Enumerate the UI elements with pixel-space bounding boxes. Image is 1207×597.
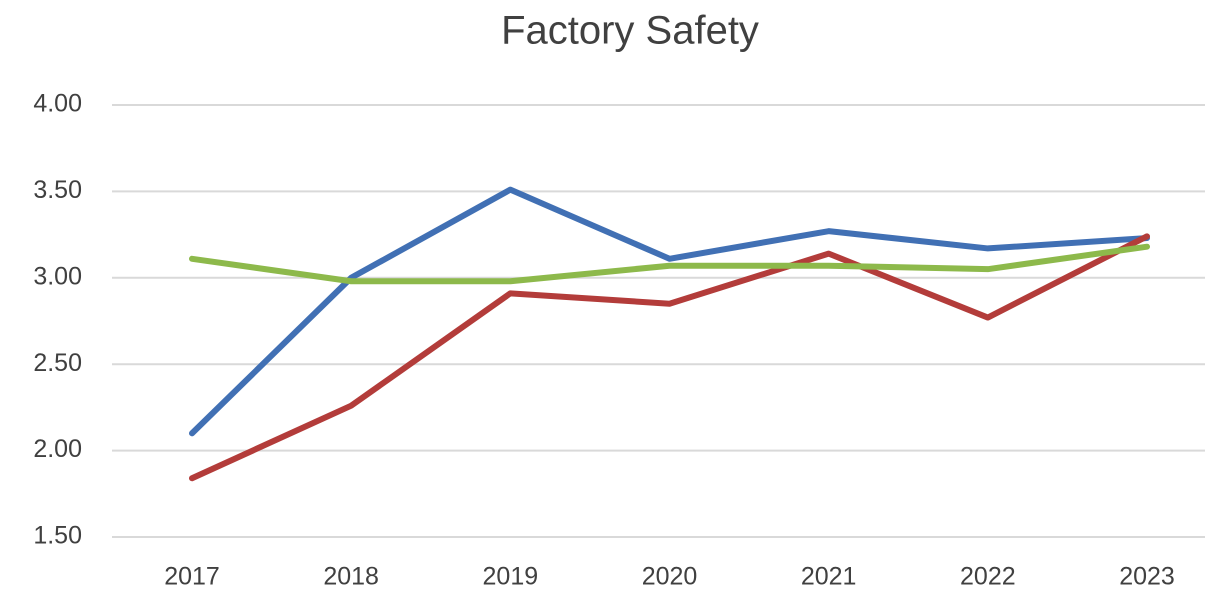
y-tick-label: 1.50: [33, 522, 82, 550]
x-tick-label: 2022: [960, 563, 1016, 591]
series-line: [189, 186, 1150, 437]
chart-title: Factory Safety: [501, 9, 759, 53]
x-tick-label: 2017: [164, 563, 220, 591]
y-tick-label: 4.00: [33, 90, 82, 118]
x-tick-label: 2019: [483, 563, 539, 591]
y-tick-label: 3.50: [33, 176, 82, 204]
x-tick-label: 2023: [1119, 563, 1175, 591]
x-tick-label: 2020: [642, 563, 698, 591]
series-line: [189, 233, 1150, 482]
y-tick-label: 2.00: [33, 435, 82, 463]
x-tick-label: 2021: [801, 563, 857, 591]
series-line: [189, 243, 1150, 285]
y-tick-label: 3.00: [33, 262, 82, 290]
y-tick-label: 2.50: [33, 349, 82, 377]
x-tick-label: 2018: [323, 563, 379, 591]
